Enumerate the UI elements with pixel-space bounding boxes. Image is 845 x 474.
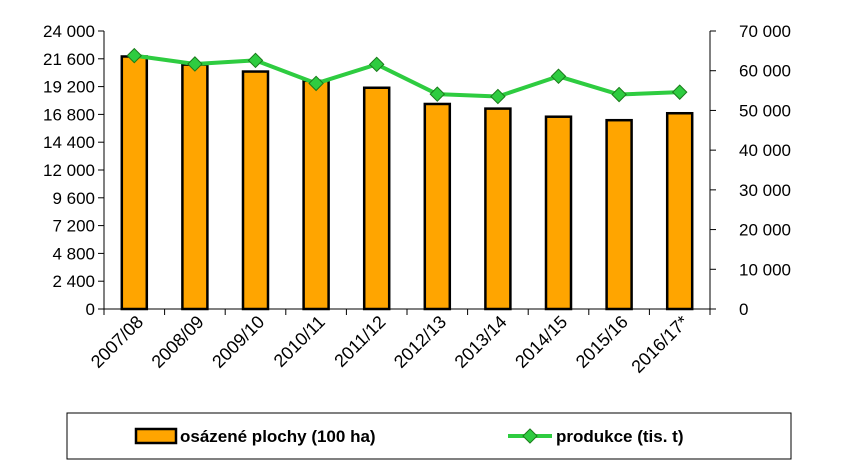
bar — [665, 111, 694, 311]
category-label: 2015/16 — [572, 312, 632, 372]
left-tick-label: 7 200 — [52, 217, 95, 236]
bar — [484, 107, 512, 311]
left-tick-label: 2 400 — [52, 272, 95, 291]
right-tick-label: 30 000 — [739, 181, 791, 200]
line-point — [247, 52, 264, 69]
bar — [181, 63, 209, 311]
category-label: 2008/09 — [148, 312, 208, 372]
bar — [241, 70, 270, 311]
bar — [544, 115, 573, 311]
left-tick-label: 16 800 — [43, 105, 95, 124]
line-point — [368, 56, 385, 73]
category-label: 2013/14 — [451, 312, 511, 372]
left-tick-label: 4 800 — [52, 244, 95, 263]
left-tick-label: 9 600 — [52, 189, 95, 208]
line-series — [126, 47, 688, 105]
line-point — [550, 68, 567, 85]
legend-bar-label: osázené plochy (100 ha) — [180, 427, 376, 446]
right-tick-label: 50 000 — [739, 101, 791, 120]
right-axis: 0 10 000 20 000 30 000 40 000 50 000 60 000 70 … — [710, 22, 791, 319]
category-label: 2014/15 — [511, 312, 571, 372]
category-label: 2009/10 — [208, 312, 268, 372]
bar — [362, 86, 391, 311]
left-tick-label: 0 — [86, 300, 95, 319]
bar — [120, 55, 149, 311]
right-tick-label: 70 000 — [739, 22, 791, 41]
right-tick-label: 40 000 — [739, 141, 791, 160]
category-label: 2011/12 — [330, 312, 389, 371]
line-point — [611, 86, 627, 103]
left-axis: 0 2 400 4 800 7 200 9 600 12 000 14 400 16 800 1… — [43, 22, 104, 319]
left-tick-label: 14 400 — [43, 133, 95, 152]
left-tick-label: 24 000 — [43, 22, 95, 41]
line-point — [671, 84, 688, 100]
left-tick-label: 21 600 — [43, 50, 95, 69]
legend: osázené plochy (100 ha) produkce (tis. t… — [66, 412, 792, 460]
bar-series — [120, 55, 694, 311]
line-point — [308, 75, 324, 92]
right-tick-label: 0 — [739, 300, 748, 319]
line-point — [187, 56, 203, 72]
bar — [605, 118, 633, 311]
category-labels: 2007/08 2008/09 2009/10 2010/11 2011/12 2012/… — [87, 312, 693, 377]
legend-line-marker — [522, 428, 538, 444]
right-tick-label: 60 000 — [739, 62, 791, 81]
category-label: 2012/13 — [390, 312, 450, 372]
line-point — [126, 47, 143, 64]
bar — [302, 79, 330, 311]
left-tick-label: 12 000 — [43, 161, 95, 180]
series-line — [134, 53, 680, 99]
bar — [423, 102, 452, 311]
line-point — [429, 86, 446, 102]
legend-bar-swatch — [134, 427, 178, 445]
legend-box — [66, 412, 792, 460]
category-label: 2016/17* — [627, 312, 692, 377]
axis-lines — [103, 31, 711, 315]
left-tick-label: 19 200 — [43, 78, 95, 97]
line-point — [490, 88, 506, 105]
right-tick-label: 10 000 — [739, 260, 791, 279]
right-tick-label: 20 000 — [739, 221, 791, 240]
category-label: 2007/08 — [87, 312, 147, 372]
legend-line-label: produkce (tis. t) — [556, 427, 684, 446]
category-label: 2010/11 — [270, 312, 329, 371]
